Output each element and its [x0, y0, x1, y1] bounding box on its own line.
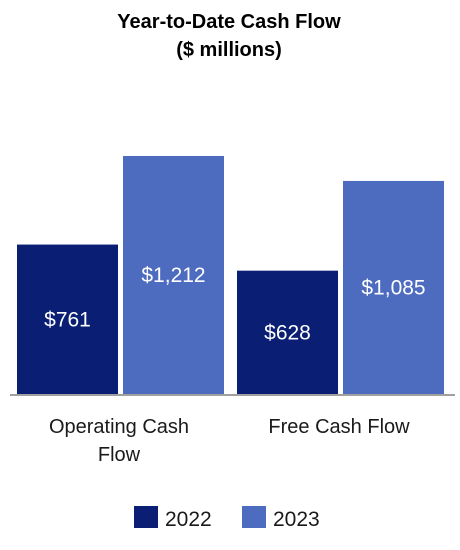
category-label-1: Operating Cash Flow [49, 416, 189, 466]
category-label-line: Flow [98, 444, 141, 466]
data-label-2023-2: $1,085 [361, 276, 425, 299]
bars-layer [17, 156, 444, 394]
category-label-line: Operating Cash [49, 416, 189, 438]
chart-subtitle: ($ millions) [176, 39, 282, 61]
category-labels-layer: Operating Cash Flow Free Cash Flow [49, 416, 410, 466]
bar-2022-2 [237, 270, 338, 394]
category-label-2: Free Cash Flow [268, 416, 410, 438]
legend: 2022 2023 [134, 506, 320, 531]
legend-swatch-2022 [134, 506, 158, 528]
legend-swatch-2023 [242, 506, 266, 528]
bar-2023-1 [123, 156, 224, 394]
category-label-line: Free Cash Flow [268, 416, 410, 438]
legend-label-2022: 2022 [165, 508, 212, 531]
data-label-2022-1: $761 [44, 308, 91, 331]
data-label-2023-1: $1,212 [141, 264, 205, 287]
bar-2023-2 [343, 180, 444, 394]
data-labels-layer: $761 $1,212 $628 $1,085 [44, 264, 425, 344]
data-label-2022-2: $628 [264, 321, 311, 344]
bar-2022-1 [17, 244, 118, 394]
chart-title: Year-to-Date Cash Flow [117, 11, 341, 33]
legend-label-2023: 2023 [273, 508, 320, 531]
